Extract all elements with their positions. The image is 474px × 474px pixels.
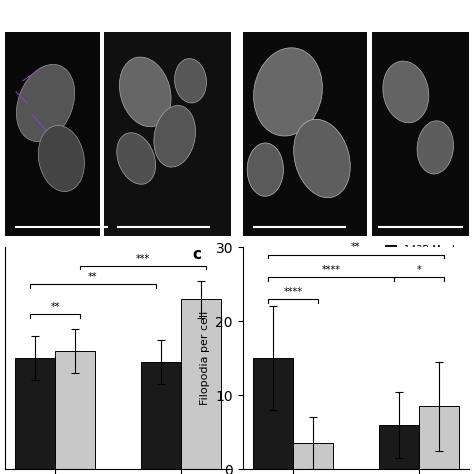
Ellipse shape	[174, 59, 207, 103]
Ellipse shape	[117, 133, 155, 184]
Bar	[379, 425, 419, 469]
Text: ****: ****	[321, 264, 340, 274]
Text: ***: ***	[136, 254, 150, 264]
Text: c: c	[193, 247, 202, 262]
Ellipse shape	[119, 57, 171, 127]
Ellipse shape	[383, 61, 429, 123]
Y-axis label: Filopodia per cell: Filopodia per cell	[200, 311, 210, 405]
FancyBboxPatch shape	[372, 32, 469, 236]
Ellipse shape	[154, 106, 195, 167]
Ellipse shape	[38, 126, 84, 191]
Bar	[181, 299, 221, 469]
Bar	[55, 351, 95, 469]
Text: **: **	[88, 272, 98, 282]
Text: 143B Mock: 143B Mock	[276, 21, 345, 34]
Text: ****: ****	[283, 287, 303, 297]
Bar	[293, 443, 333, 469]
FancyBboxPatch shape	[5, 32, 100, 236]
Bar	[253, 358, 293, 469]
Ellipse shape	[294, 119, 350, 198]
Bar	[419, 406, 459, 469]
Ellipse shape	[417, 121, 454, 174]
FancyBboxPatch shape	[104, 32, 231, 236]
Bar	[141, 362, 181, 469]
Ellipse shape	[17, 64, 74, 142]
FancyBboxPatch shape	[243, 32, 367, 236]
Ellipse shape	[247, 143, 283, 196]
Text: **: **	[351, 243, 361, 253]
Text: 143B LMNA: 143B LMNA	[82, 21, 154, 34]
Text: **: **	[51, 301, 60, 312]
Text: *: *	[416, 264, 421, 274]
Legend: 143B Mock, 143B LMNA: 143B Mock, 143B LMNA	[381, 241, 465, 274]
Bar	[15, 358, 55, 469]
Ellipse shape	[254, 48, 322, 136]
